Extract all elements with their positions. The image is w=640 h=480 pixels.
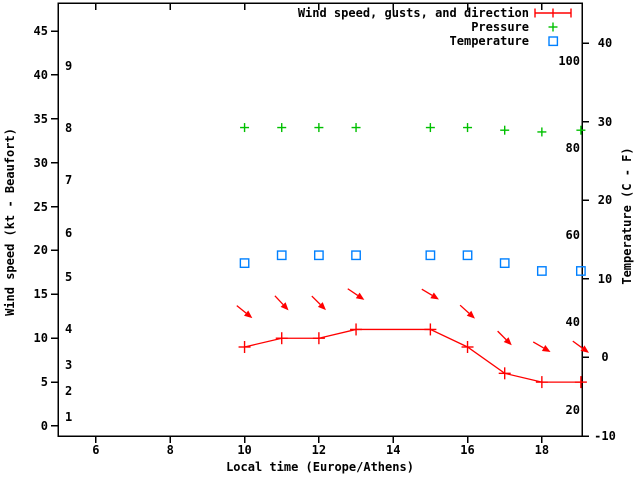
legend-label-wind: Wind speed, gusts, and direction [297, 6, 529, 20]
wind-kt-tick-label: 40 [33, 67, 48, 82]
temperature-point [536, 266, 547, 276]
wind-direction-arrow [236, 305, 253, 319]
arrow-head [466, 310, 475, 319]
wind-kt-tick-label: 35 [33, 111, 48, 126]
temp-c-tick-label: 20 [597, 193, 613, 208]
pressure-legend-glyph [548, 22, 558, 32]
temp-c-tick-label: 40 [597, 36, 613, 51]
wind-kt-tick-label: 5 [40, 375, 48, 390]
arrow-head [503, 337, 512, 346]
wind-kt-tick-label: 30 [33, 155, 48, 170]
beaufort-label: 9 [65, 59, 73, 74]
beaufort-label: 7 [65, 173, 73, 188]
wind-kt-tick-label: 15 [33, 287, 48, 302]
temperature-point [239, 258, 250, 269]
wind-kt-tick-label: 45 [33, 24, 48, 38]
x-tick-label: 10 [237, 443, 252, 457]
arrow-head [355, 292, 365, 300]
arrow-shaft [572, 340, 583, 349]
temp-c-tick-label: 0 [601, 350, 609, 365]
temperature-point [276, 250, 287, 261]
x-tick-label: 12 [311, 443, 327, 457]
plot-border [57, 2, 583, 437]
temp-f-label: 80 [565, 140, 580, 155]
temp-c-tick-label: -10 [594, 429, 616, 443]
beaufort-label: 3 [65, 357, 73, 372]
legend-item-pressure: Pressure [298, 20, 572, 34]
legend-item-temperature: Temperature [298, 34, 572, 48]
temperature-point [313, 250, 324, 261]
legend-label-pressure: Pressure [471, 20, 529, 34]
wind-direction-arrow [421, 288, 439, 300]
wind-kt-tick-label: 0 [40, 418, 48, 433]
wind-direction-arrow [532, 341, 551, 352]
arrow-head [430, 292, 439, 300]
temperature-point [425, 250, 436, 261]
pressure-series [240, 123, 586, 137]
beaufort-label: 1 [65, 410, 73, 425]
arrow-head [243, 310, 253, 319]
legend-item-wind: Wind speed, gusts, and direction [298, 6, 572, 20]
wind-direction-arrow [311, 295, 326, 311]
temperature-point [351, 250, 361, 261]
beaufort-label: 8 [65, 120, 73, 135]
temperature-legend-glyph [548, 36, 559, 47]
temp-f-label: 20 [565, 402, 580, 417]
x-axis-title: Local time (Europe/Athens) [226, 460, 414, 474]
y-axis-title-right: Temperature (C - F) [620, 147, 634, 285]
wind-direction-arrow [347, 288, 365, 300]
arrow-shaft [459, 304, 470, 314]
x-tick-label: 18 [534, 443, 550, 457]
arrow-head [541, 345, 551, 352]
x-tick-label: 14 [385, 443, 401, 457]
temperature-point [499, 258, 510, 269]
x-tick-label: 8 [166, 443, 174, 457]
arrow-head [580, 345, 589, 353]
arrow-shaft [236, 305, 247, 314]
beaufort-label: 4 [65, 322, 73, 337]
legend: Wind speed, gusts, and direction Pressure… [298, 6, 572, 48]
temperature-point [575, 266, 586, 276]
wind-direction-arrow [572, 340, 589, 353]
arrow-shaft [421, 288, 433, 296]
arrow-head [317, 302, 326, 311]
x-tick-label: 16 [460, 443, 475, 457]
y-axis-title-left: Wind speed (kt - Beaufort) [3, 128, 17, 316]
beaufort-label: 5 [65, 269, 73, 284]
arrow-shaft [347, 288, 359, 296]
arrow-shaft [532, 341, 544, 349]
temp-f-label: 60 [565, 228, 580, 243]
beaufort-label: 6 [65, 225, 73, 240]
wind-speed-line [244, 328, 581, 383]
x-tick-label: 6 [92, 443, 100, 457]
wind-series [236, 288, 589, 389]
beaufort-label: 2 [65, 383, 73, 398]
wind-direction-arrow [274, 295, 289, 311]
wind-direction-arrow [459, 304, 475, 319]
arrow-shaft [497, 330, 507, 341]
temperature-point [462, 250, 473, 261]
arrow-shaft [311, 295, 321, 305]
legend-label-temperature: Temperature [449, 34, 529, 48]
temperature-series [239, 250, 586, 276]
temperature-glyph-part [548, 36, 559, 47]
wind-kt-tick-label: 10 [33, 331, 48, 346]
arrow-shaft [274, 295, 284, 306]
temp-c-tick-label: 30 [597, 114, 613, 129]
wind-legend-glyph [534, 8, 572, 18]
temp-c-tick-label: 10 [597, 271, 613, 286]
wind-direction-arrow [497, 330, 512, 346]
wind-kt-tick-label: 25 [33, 199, 48, 214]
temp-f-label: 100 [558, 53, 580, 68]
arrow-head [280, 302, 289, 311]
wind-kt-tick-label: 20 [33, 243, 48, 258]
temp-f-label: 40 [565, 315, 580, 330]
